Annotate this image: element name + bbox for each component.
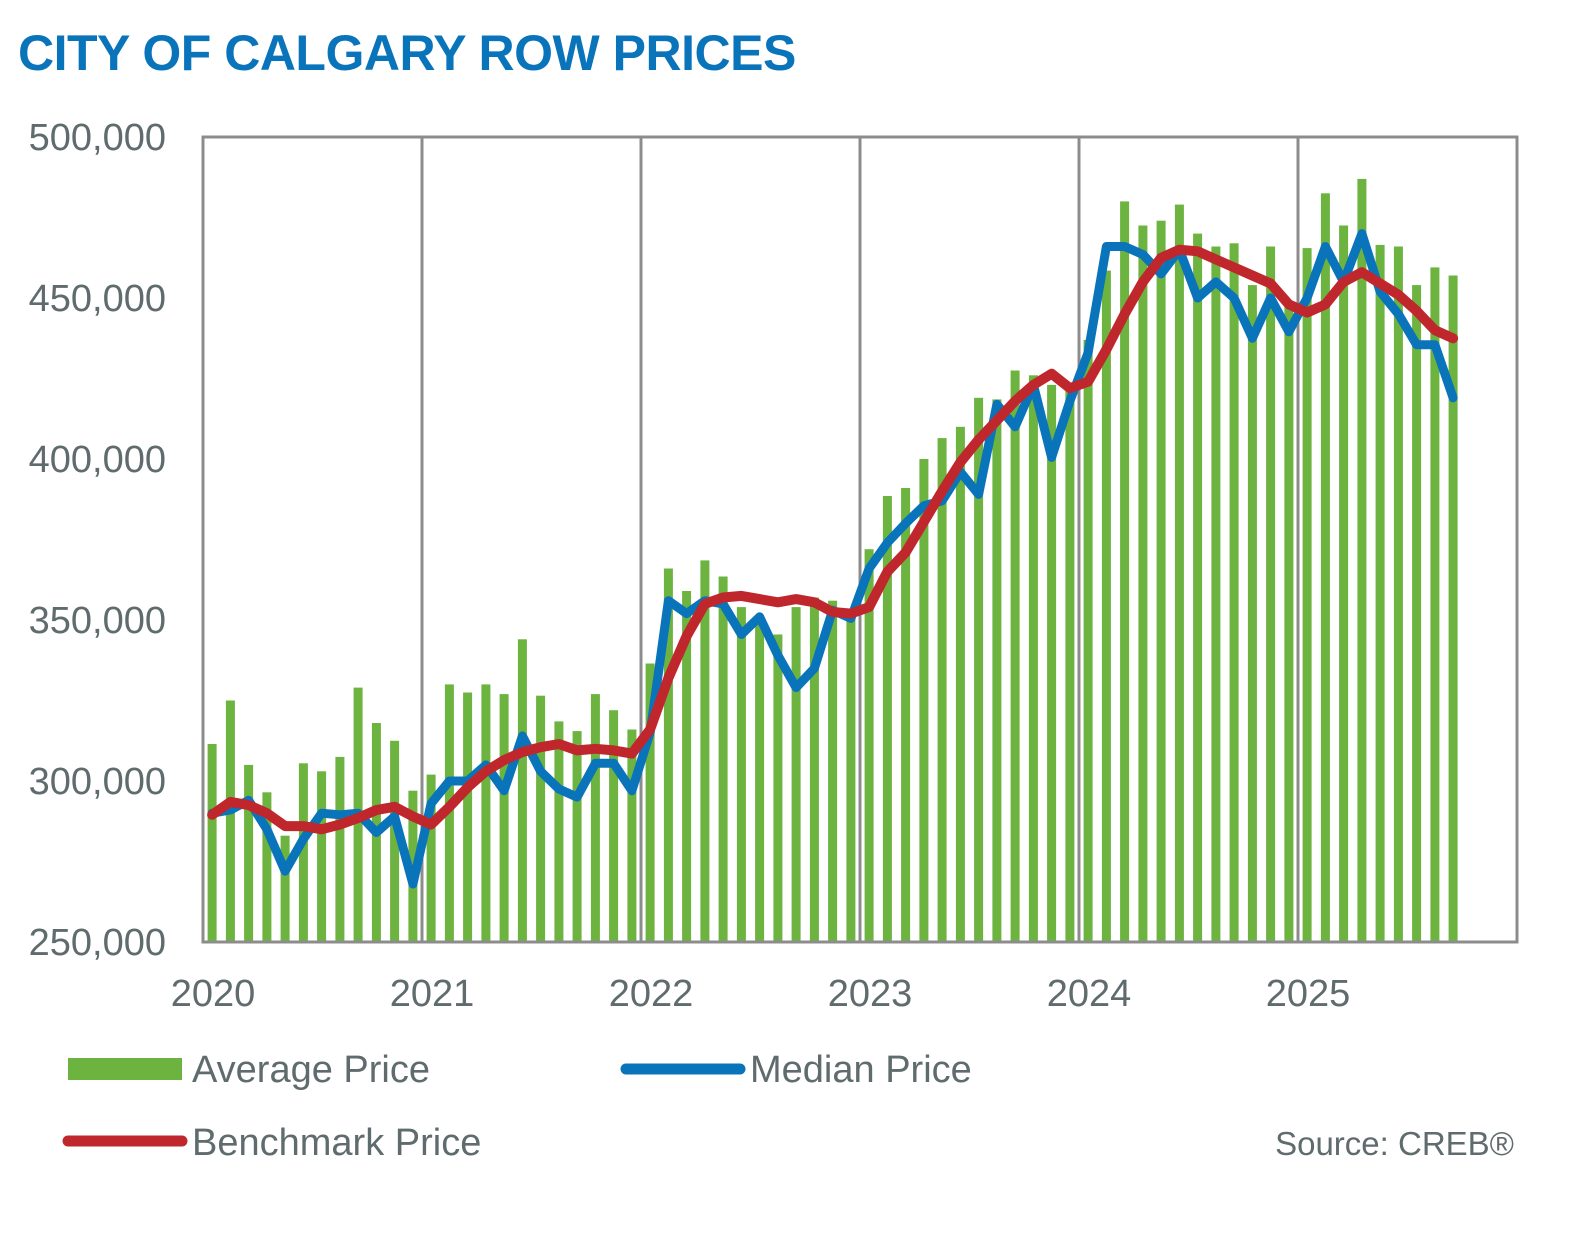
average-price-bar	[736, 607, 746, 942]
average-price-bar	[517, 639, 527, 942]
average-price-bar	[463, 692, 473, 942]
average-price-bar	[937, 438, 947, 942]
average-price-bar	[554, 721, 564, 942]
legend-benchmark-label: Benchmark Price	[192, 1122, 481, 1164]
average-price-bar	[809, 597, 819, 942]
y-axis-tick-labels: 500,000 450,000 400,000 350,000 300,000 250,0…	[29, 117, 166, 964]
average-price-bar	[974, 397, 984, 942]
average-price-bar	[1448, 275, 1458, 942]
average-price-bar	[791, 607, 801, 942]
y-tick-label: 350,000	[29, 600, 166, 642]
average-price-bar	[1120, 201, 1130, 942]
average-price-bar	[426, 774, 436, 942]
average-price-bar	[1138, 225, 1148, 942]
x-axis-tick-labels: 2020 2021 2022 2023 2024 2025	[171, 973, 1351, 1015]
average-price-bar	[1065, 383, 1075, 942]
average-price-bar	[645, 663, 655, 942]
y-tick-label: 500,000	[29, 117, 166, 159]
average-price-bar	[1393, 246, 1403, 942]
average-price-bar	[1028, 375, 1038, 942]
average-price-bar	[1375, 244, 1385, 942]
average-price-bar	[882, 496, 892, 942]
legend-median-label: Median Price	[750, 1049, 972, 1091]
x-tick-label: 2023	[828, 973, 913, 1015]
plot-area-frame	[201, 135, 1519, 944]
average-price-bar	[901, 488, 911, 942]
average-price-bar	[992, 399, 1002, 942]
average-price-bar	[317, 771, 327, 942]
y-tick-label: 450,000	[29, 278, 166, 320]
average-price-bar	[700, 560, 710, 942]
x-tick-label: 2020	[171, 973, 256, 1015]
average-price-bar	[390, 740, 400, 943]
average-price-bar	[1101, 270, 1111, 943]
source-credit: Source: CREB®	[1275, 1125, 1514, 1162]
average-price-bar	[773, 634, 783, 942]
average-price-bar	[864, 549, 874, 942]
average-price-bar	[682, 591, 692, 942]
legend-average-label: Average Price	[192, 1049, 430, 1091]
average-price-bar	[919, 459, 929, 942]
average-price-bar	[1047, 384, 1057, 942]
y-tick-label: 400,000	[29, 439, 166, 481]
average-price-bar	[262, 792, 272, 942]
average-price-bar	[1156, 220, 1166, 942]
y-tick-label: 300,000	[29, 761, 166, 803]
average-price-bar	[755, 616, 765, 942]
average-price-bar	[1339, 225, 1349, 942]
average-price-bar	[335, 756, 345, 942]
average-price-bar	[536, 695, 546, 942]
average-price-bar	[846, 612, 856, 942]
average-price-bar	[1247, 285, 1257, 943]
average-price-bar	[1320, 193, 1330, 943]
average-price-bar	[627, 729, 637, 942]
average-price-bar	[590, 694, 600, 942]
average-price-bar	[244, 764, 254, 942]
average-price-bars	[207, 178, 1458, 943]
chart-title: CITY OF CALGARY ROW PRICES	[18, 25, 796, 81]
average-price-bar	[1357, 178, 1367, 942]
average-price-bar	[1010, 370, 1020, 942]
average-price-bar	[1302, 248, 1312, 943]
x-tick-label: 2025	[1266, 973, 1351, 1015]
average-price-bar	[1211, 246, 1221, 942]
average-price-bar	[718, 576, 728, 942]
average-price-bar	[1430, 267, 1440, 942]
average-price-bar	[207, 744, 217, 942]
y-tick-label: 250,000	[29, 922, 166, 964]
average-price-bar	[225, 700, 235, 942]
average-price-bar	[609, 710, 619, 942]
legend-average-swatch	[68, 1058, 182, 1080]
average-price-bar	[1412, 285, 1422, 943]
average-price-bar	[1193, 233, 1203, 943]
average-price-bar	[1266, 246, 1276, 942]
average-price-bar	[955, 426, 965, 942]
average-price-bar	[1174, 204, 1184, 943]
average-price-bar	[481, 684, 491, 942]
average-price-bar	[280, 835, 290, 942]
x-tick-label: 2022	[609, 973, 694, 1015]
vertical-gridlines	[420, 137, 1300, 942]
x-tick-label: 2024	[1047, 973, 1132, 1015]
average-price-bar	[1229, 243, 1239, 943]
average-price-bar	[1083, 339, 1093, 942]
average-price-bar	[828, 600, 838, 942]
average-price-bar	[1284, 301, 1294, 942]
x-tick-label: 2021	[390, 973, 475, 1015]
average-price-bar	[572, 731, 582, 942]
average-price-bar	[298, 763, 308, 942]
average-price-bar	[499, 694, 509, 942]
average-price-bar	[663, 568, 673, 942]
benchmark-price-line	[207, 244, 1459, 835]
